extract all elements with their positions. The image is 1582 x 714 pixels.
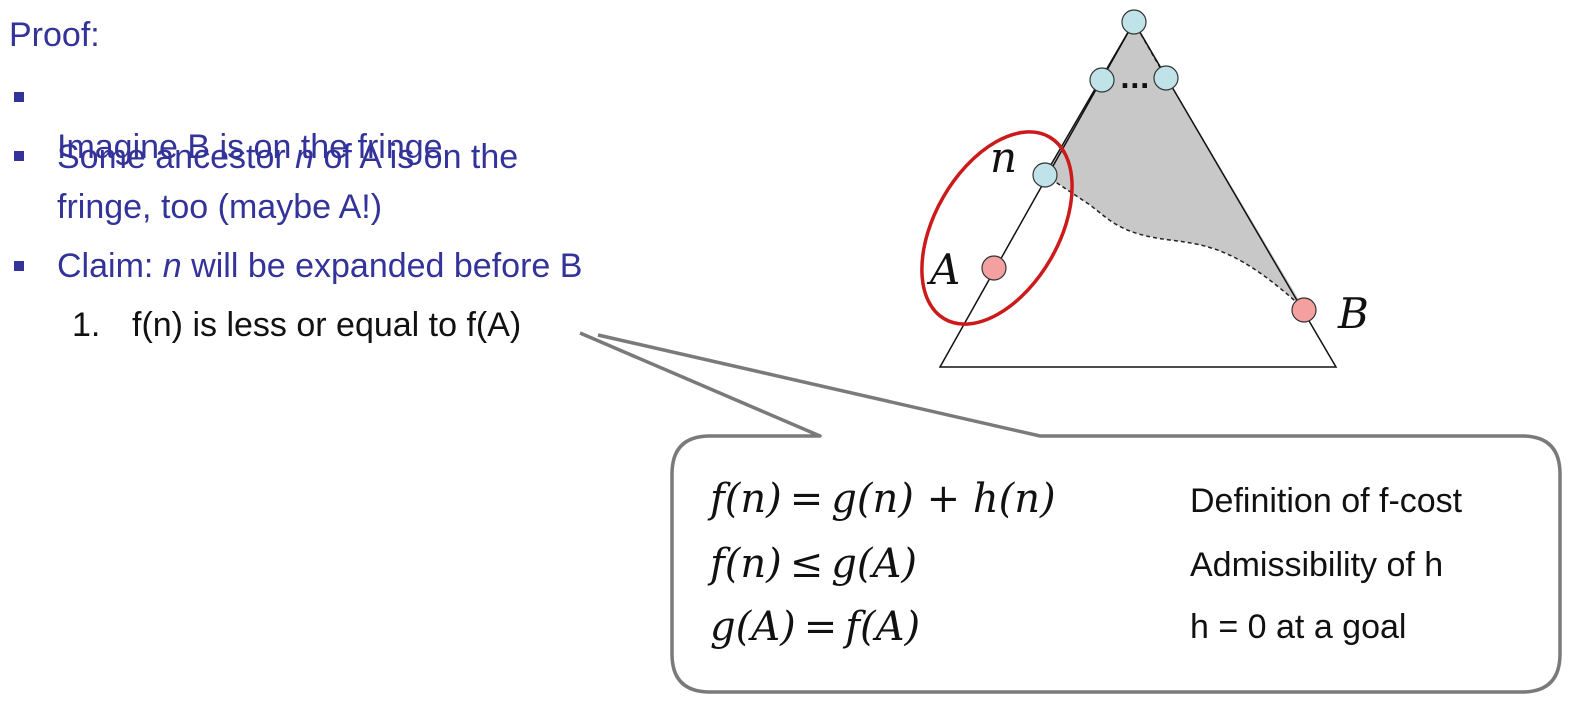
callout-bubble bbox=[579, 331, 1562, 694]
fringe-boundary bbox=[1044, 174, 1306, 311]
numbered-item-text: f(n) is less or equal to f(A) bbox=[132, 306, 522, 344]
bullet-item-2: Some ancestor n of A is on the fringe, t… bbox=[57, 132, 518, 232]
ellipsis-label: ... bbox=[1120, 65, 1150, 95]
node-a bbox=[981, 255, 1007, 281]
equation-3-rhs: f(A) bbox=[845, 604, 921, 650]
node-n bbox=[1032, 162, 1058, 188]
bullet-item-1: Imagine B is on the fringe bbox=[57, 72, 443, 172]
equation-2-reason: Admissibility of h bbox=[1190, 546, 1444, 584]
bullet-item-3-var: n bbox=[162, 247, 182, 285]
bullet-marker bbox=[14, 92, 24, 102]
explored-region bbox=[1045, 22, 1305, 310]
equation-row-3: g(A) = f(A) bbox=[710, 604, 920, 650]
fringe-node-left bbox=[1089, 67, 1115, 93]
bullet-item-2-post: of A is on the fringe, too (maybe A!) bbox=[57, 138, 519, 226]
equation-2-lhs: f(n) bbox=[710, 541, 782, 587]
equation-1-reason: Definition of f-cost bbox=[1190, 482, 1463, 520]
bullet-item-2-var: n bbox=[295, 138, 315, 176]
bullet-item-3: Claim: n will be expanded before B bbox=[57, 241, 582, 291]
numbered-item-1: 1. f(n) is less or equal to f(A) bbox=[72, 306, 521, 345]
bullet-item-3-post: will be expanded before B bbox=[181, 247, 583, 285]
equation-3-operator: = bbox=[803, 604, 838, 650]
root-node bbox=[1121, 9, 1147, 35]
numbered-item-number: 1. bbox=[72, 306, 101, 344]
highlight-ellipse bbox=[920, 130, 1074, 326]
equation-row-1: f(n) = g(n) + h(n) bbox=[710, 476, 1056, 522]
fringe-node-right bbox=[1153, 65, 1179, 91]
label-n: n bbox=[990, 133, 1017, 182]
label-b: B bbox=[1337, 289, 1369, 338]
bullet-item-3-pre: Claim: bbox=[57, 247, 163, 285]
bullet-marker bbox=[14, 261, 24, 271]
tree-triangle bbox=[938, 20, 1338, 368]
equation-row-2: f(n) ≤ g(A) bbox=[710, 541, 917, 587]
equation-2-operator: ≤ bbox=[789, 541, 824, 587]
bullet-item-2-pre: Some ancestor bbox=[57, 138, 296, 176]
equation-3-reason: h = 0 at a goal bbox=[1190, 608, 1407, 646]
label-a: A bbox=[926, 245, 960, 294]
path-to-a bbox=[1044, 21, 1135, 176]
equation-2-rhs: g(A) bbox=[831, 541, 917, 587]
equation-1-operator: = bbox=[789, 476, 824, 522]
equation-1-rhs: g(n) + h(n) bbox=[831, 476, 1056, 522]
equation-3-lhs: g(A) bbox=[710, 604, 796, 650]
bullet-item-1-text: Imagine B is on the fringe bbox=[57, 128, 443, 166]
proof-heading: Proof: bbox=[9, 16, 100, 54]
bullet-marker bbox=[14, 151, 24, 161]
node-b bbox=[1291, 297, 1317, 323]
equation-1-lhs: f(n) bbox=[710, 476, 782, 522]
